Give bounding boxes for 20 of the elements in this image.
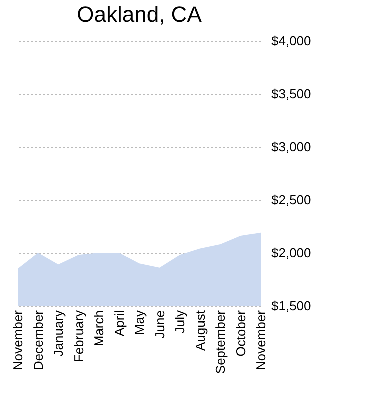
x-tick-label: May <box>132 310 147 336</box>
x-tick-label: February <box>71 310 86 363</box>
y-tick-label: $4,000 <box>272 34 312 48</box>
chart-title: Oakland, CA <box>77 2 202 27</box>
y-tick-label: $1,500 <box>272 298 312 314</box>
y-tick-label: $2,500 <box>272 192 312 208</box>
x-tick-label: March <box>92 310 106 347</box>
x-tick-label: September <box>213 310 228 374</box>
x-tick-label: April <box>112 310 127 337</box>
y-tick-label: $3,500 <box>272 86 312 102</box>
x-tick-label: June <box>152 310 168 339</box>
x-tick-label: August <box>192 310 208 351</box>
x-tick-label: November <box>254 310 268 370</box>
x-tick-label: January <box>51 310 66 357</box>
y-tick-label: $2,000 <box>272 246 312 260</box>
x-tick-label: October <box>233 310 248 357</box>
x-tick-label: July <box>172 310 188 334</box>
y-tick-label: $3,000 <box>272 140 312 154</box>
x-tick-label: November <box>10 310 26 370</box>
x-tick-label: December <box>30 310 46 370</box>
